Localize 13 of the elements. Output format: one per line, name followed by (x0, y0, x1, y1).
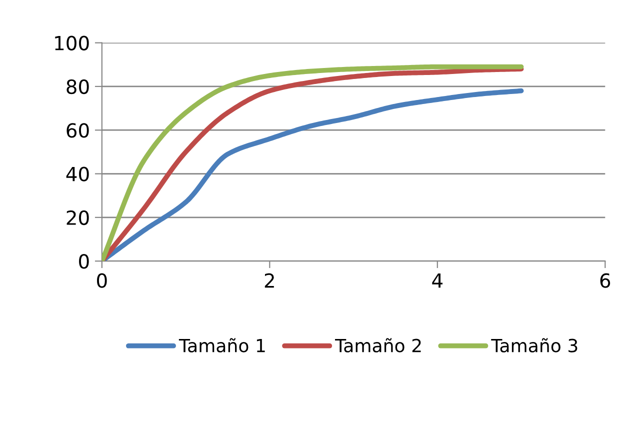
legend-label: Tamaño 1 (178, 338, 265, 352)
y-tick-label: 40 (66, 166, 89, 182)
x-tick-label: 6 (600, 273, 610, 288)
y-tick-label: 100 (55, 36, 89, 50)
legend-label: Tamaño 2 (335, 338, 421, 352)
x-tick-label: 4 (432, 273, 442, 288)
y-tick-label: 20 (66, 210, 89, 226)
x-tick-label: 0 (97, 273, 107, 288)
legend-label: Tamaño 3 (491, 338, 578, 352)
y-tick-label: 0 (79, 254, 89, 269)
y-tick-label: 80 (66, 79, 89, 94)
x-tick-label: 2 (264, 273, 274, 288)
y-tick-label: 60 (66, 123, 89, 138)
